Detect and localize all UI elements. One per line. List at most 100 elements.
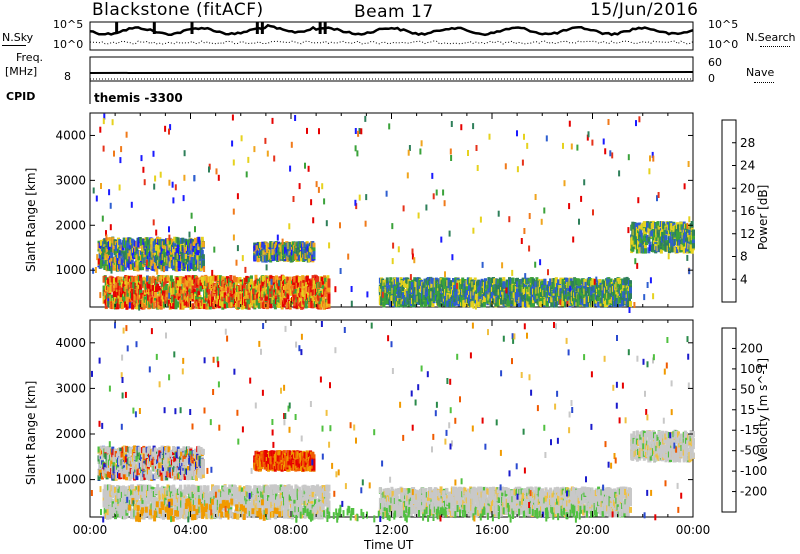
data-cell bbox=[221, 301, 225, 308]
data-cell bbox=[249, 275, 253, 282]
data-cell bbox=[185, 291, 189, 298]
data-cell bbox=[174, 303, 178, 310]
data-cell bbox=[176, 301, 180, 308]
data-cell bbox=[201, 241, 205, 248]
noise-panel bbox=[89, 21, 694, 51]
data-cell bbox=[267, 243, 270, 250]
data-cell bbox=[183, 281, 187, 288]
data-cell bbox=[114, 295, 117, 302]
data-cell bbox=[185, 280, 189, 287]
data-cell bbox=[179, 262, 182, 269]
data-cell bbox=[212, 274, 216, 281]
data-cell bbox=[225, 302, 229, 309]
freq-line bbox=[89, 71, 694, 74]
data-cell bbox=[300, 255, 303, 262]
nsky-label: N.Sky bbox=[2, 31, 34, 44]
data-cell bbox=[257, 302, 261, 309]
data-cell bbox=[230, 300, 234, 307]
data-cell bbox=[191, 303, 195, 310]
noise-spike bbox=[152, 22, 156, 34]
noise-spike bbox=[190, 22, 194, 34]
data-cell bbox=[152, 302, 156, 309]
data-cell bbox=[281, 301, 285, 308]
noise-spike bbox=[255, 22, 259, 34]
data-cell bbox=[136, 265, 140, 272]
data-cell bbox=[170, 238, 174, 245]
noise-spike bbox=[115, 22, 119, 34]
data-cell bbox=[134, 276, 138, 283]
data-cell bbox=[295, 276, 299, 283]
data-cell bbox=[151, 284, 155, 291]
noise-spike bbox=[318, 22, 322, 34]
data-cell bbox=[110, 247, 114, 254]
data-cell bbox=[131, 276, 135, 283]
data-cell bbox=[263, 291, 267, 298]
data-cell bbox=[176, 237, 180, 244]
data-cell bbox=[103, 264, 107, 270]
nave-top: 60 bbox=[708, 56, 722, 69]
data-cell bbox=[269, 291, 273, 297]
nsky-top: 10^5 bbox=[53, 18, 84, 31]
nsearch-top: 10^5 bbox=[708, 18, 739, 31]
data-cell bbox=[162, 248, 166, 255]
data-cell bbox=[195, 295, 199, 302]
data-cell bbox=[214, 275, 218, 282]
data-cell bbox=[175, 265, 179, 272]
data-cell bbox=[281, 290, 285, 297]
station-title: Blackstone (fitACF) bbox=[92, 0, 264, 20]
data-cell bbox=[382, 301, 386, 308]
data-cell bbox=[304, 286, 308, 293]
cpid-label: CPID bbox=[6, 90, 36, 103]
data-cell bbox=[396, 277, 400, 284]
data-cell bbox=[406, 284, 410, 291]
data-cell bbox=[193, 282, 197, 289]
data-cell bbox=[203, 303, 207, 310]
data-cell bbox=[131, 294, 135, 301]
data-cell bbox=[116, 303, 120, 310]
data-cell bbox=[407, 298, 411, 305]
data-cell bbox=[117, 242, 120, 249]
data-cell bbox=[301, 275, 305, 282]
data-cell bbox=[137, 254, 141, 261]
data-cell bbox=[247, 277, 251, 284]
data-cell bbox=[543, 279, 547, 285]
data-cell bbox=[118, 279, 122, 286]
data-cell bbox=[327, 278, 331, 285]
data-cell bbox=[121, 265, 125, 272]
data-cell bbox=[281, 275, 285, 282]
data-cell bbox=[246, 298, 250, 305]
freq-panel bbox=[89, 56, 694, 82]
data-cell bbox=[401, 285, 405, 291]
data-cell bbox=[264, 295, 268, 302]
data-cell bbox=[394, 286, 398, 293]
data-cell bbox=[281, 294, 285, 301]
data-cell bbox=[399, 301, 403, 308]
data-cell bbox=[144, 241, 148, 248]
data-cell bbox=[316, 298, 320, 305]
data-cell bbox=[193, 264, 197, 271]
data-cell bbox=[115, 285, 119, 292]
data-cell bbox=[157, 303, 161, 310]
noise-spike bbox=[260, 22, 264, 34]
cpid-text: themis -3300 bbox=[94, 91, 183, 105]
data-cell bbox=[188, 297, 192, 304]
data-cell bbox=[232, 275, 236, 282]
data-cell bbox=[119, 296, 123, 303]
data-cell bbox=[195, 243, 198, 250]
data-cell bbox=[404, 282, 408, 288]
data-cell bbox=[154, 254, 158, 261]
data-cell bbox=[177, 290, 181, 297]
data-cell bbox=[177, 281, 181, 288]
data-cell bbox=[294, 291, 298, 298]
data-cell bbox=[165, 283, 169, 290]
noise-sky-line bbox=[89, 23, 694, 37]
data-cell bbox=[216, 295, 220, 302]
data-cell bbox=[263, 284, 267, 291]
data-cell bbox=[104, 302, 108, 309]
beam-title: Beam 17 bbox=[354, 2, 434, 22]
data-cell bbox=[296, 281, 300, 288]
data-cell bbox=[154, 265, 158, 272]
data-cell bbox=[192, 259, 196, 266]
data-cell bbox=[103, 238, 107, 245]
data-cell bbox=[327, 281, 331, 288]
